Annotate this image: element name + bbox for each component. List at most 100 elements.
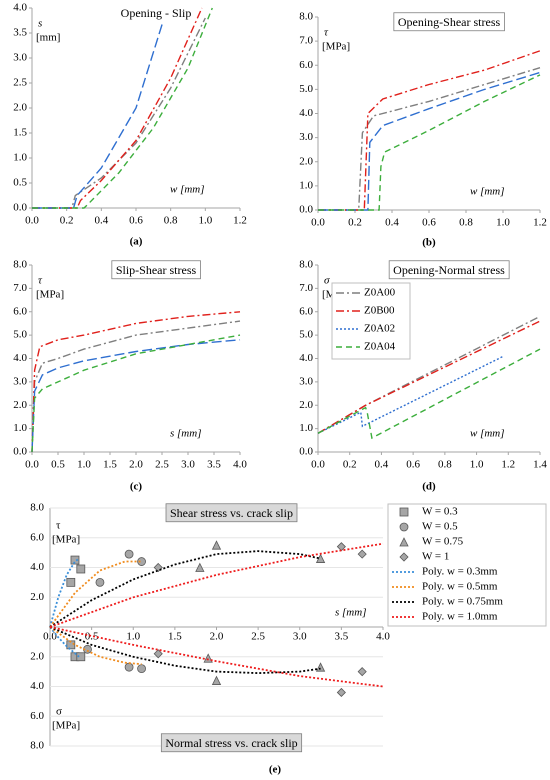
- x-label: w [mm]: [470, 428, 505, 440]
- x-tick-label: 2.0: [210, 631, 224, 643]
- y-tick-label: 3.0: [13, 52, 27, 64]
- line: [32, 7, 203, 209]
- x-tick-label: 1.5: [103, 459, 117, 471]
- x-tick-label: 1.2: [533, 217, 547, 229]
- x-tick-label: 1.0: [126, 631, 140, 643]
- x-tick-label: 3.0: [293, 631, 307, 643]
- x-tick-label: 0.0: [311, 459, 325, 471]
- line: [31, 311, 241, 453]
- x-label: w [mm]: [170, 184, 205, 196]
- y-tick-label: 6.0: [30, 531, 44, 543]
- x-label: w [mm]: [470, 186, 505, 198]
- legend-label: Z0A02: [364, 323, 395, 335]
- title-group: Opening-Normal stress: [388, 260, 510, 280]
- title-box: [388, 260, 510, 280]
- y-tick-label: 2.0: [30, 650, 44, 662]
- marker: [153, 649, 163, 659]
- legend-label: W = 1: [422, 551, 449, 563]
- legend-box: [331, 282, 411, 360]
- marker: [70, 555, 80, 565]
- y-tick-label: 6.0: [299, 59, 313, 71]
- title-group: Normal stress vs. crack slip: [160, 733, 303, 753]
- line: [318, 71, 541, 211]
- marker: [357, 667, 367, 677]
- x-tick-label: 1.2: [233, 215, 247, 227]
- y-tick-label: 4.0: [299, 352, 313, 364]
- chart-title: Shear stress vs. crack slip: [170, 506, 293, 520]
- y-tick-label: 8.0: [30, 740, 44, 752]
- y-label: σ: [324, 275, 330, 287]
- legend-label: W = 0.3: [422, 506, 458, 518]
- legend-label: W = 0.75: [422, 536, 464, 548]
- y-tick-label: 3.5: [13, 27, 27, 39]
- legend-label: Poly. w = 1.0mm: [422, 611, 498, 623]
- marker: [211, 540, 222, 550]
- marker: [76, 564, 86, 574]
- y-unit: [MPa]: [52, 534, 80, 546]
- fit-line: [49, 550, 321, 628]
- caption: (a): [130, 236, 143, 248]
- y-tick-label: 1.0: [13, 152, 27, 164]
- y-label: s: [38, 18, 42, 30]
- caption: (b): [422, 237, 436, 249]
- line: [318, 74, 541, 211]
- x-label: s [mm]: [170, 428, 201, 440]
- y-tick-label: 3.0: [13, 375, 27, 387]
- y-tick-label: 8.0: [30, 502, 44, 514]
- fit-line: [49, 626, 384, 688]
- title-box: [160, 733, 303, 753]
- y-tick-label: 4.0: [299, 107, 313, 119]
- y-tick-label: 7.0: [299, 282, 313, 294]
- y-tick-label: 4.0: [30, 561, 44, 573]
- y-label: τ: [56, 520, 61, 532]
- fit-line: [49, 626, 142, 666]
- marker: [195, 562, 205, 572]
- y-tick-label: 2.5: [13, 77, 27, 89]
- legend-marker: [399, 537, 409, 547]
- marker: [137, 557, 146, 566]
- x-tick-label: 0.6: [406, 459, 420, 471]
- y-tick-label: 1.0: [13, 422, 27, 434]
- x-tick-label: 1.0: [77, 459, 91, 471]
- y-tick-label: 1.0: [299, 422, 313, 434]
- fit-line: [49, 557, 80, 628]
- legend-label: Poly. w = 0.75mm: [422, 596, 503, 608]
- x-tick-label: 0.0: [43, 631, 57, 643]
- chart-title: Slip-Shear stress: [116, 263, 197, 277]
- title-group: Opening-Shear stress: [393, 12, 505, 32]
- title-group: Opening - Slip: [116, 3, 196, 22]
- x-tick-label: 1.0: [496, 217, 510, 229]
- y-tick-label: 6.0: [299, 305, 313, 317]
- fit-line: [49, 626, 321, 675]
- y-tick-label: 2.0: [299, 155, 313, 167]
- caption: (c): [130, 481, 143, 493]
- line: [317, 348, 541, 440]
- line: [317, 320, 541, 434]
- x-tick-label: 0.0: [25, 459, 39, 471]
- marker: [203, 653, 213, 663]
- legend-marker: [399, 507, 409, 517]
- chart-title: Opening - Slip: [121, 6, 192, 20]
- line: [317, 355, 504, 434]
- chart-title: Opening-Shear stress: [398, 15, 501, 29]
- marker: [315, 662, 326, 672]
- x-tick-label: 1.0: [198, 215, 212, 227]
- line: [318, 67, 541, 211]
- y-tick-label: 4.0: [13, 2, 27, 14]
- title-box: [393, 12, 505, 32]
- x-tick-label: 0.8: [438, 459, 452, 471]
- y-tick-label: 1.0: [299, 179, 313, 191]
- y-tick-label: 0.0: [13, 202, 27, 214]
- chart-title: Normal stress vs. crack slip: [165, 736, 297, 750]
- y-tick-label: 2.0: [30, 591, 44, 603]
- x-tick-label: 0.6: [129, 215, 143, 227]
- x-tick-label: 1.5: [168, 631, 182, 643]
- x-tick-label: 0.2: [60, 215, 74, 227]
- x-tick-label: 0.5: [51, 459, 65, 471]
- title-box: [116, 3, 196, 22]
- marker: [66, 577, 76, 587]
- caption: (d): [422, 481, 436, 493]
- y-tick-label: 5.0: [299, 329, 313, 341]
- marker: [211, 675, 222, 685]
- title-group: Slip-Shear stress: [111, 260, 201, 280]
